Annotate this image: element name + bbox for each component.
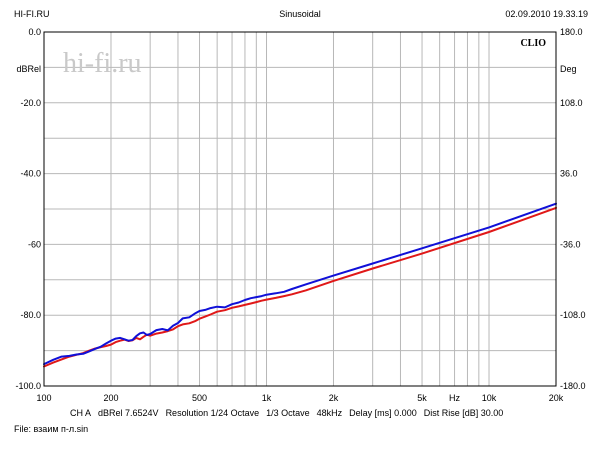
x-tick-label: 10k — [482, 393, 497, 403]
x-tick-label: 20k — [549, 393, 564, 403]
x-tick-label: 500 — [192, 393, 207, 403]
x-tick-label: 5k — [417, 393, 427, 403]
footer-delay: Delay [ms] 0.000 — [349, 408, 417, 418]
y-tick-label: -80.0 — [20, 310, 41, 320]
series-layer — [43, 202, 557, 368]
y-tick-label: -40.0 — [20, 169, 41, 179]
footer-ref: dBRel 7.6524V — [98, 408, 159, 418]
y-tick-label: -100.0 — [15, 381, 41, 391]
y2-tick-label: -36.0 — [560, 239, 581, 249]
footer-settings: CH A dBRel 7.6524V Resolution 1/24 Octave 1… — [70, 408, 510, 418]
plot-frame — [43, 31, 557, 387]
footer-channel: CH A — [70, 408, 92, 418]
axis-labels: 100 200 500 1k 2k 5k 10k 20k Hz 0.0 -20.0 -40.0 -60 -… — [15, 27, 585, 403]
footer-dist-rise: Dist Rise [dB] 30.00 — [423, 408, 504, 418]
y-tick-label: -60 — [28, 239, 41, 249]
x-tick-label: 200 — [103, 393, 118, 403]
header-timestamp: 02.09.2010 19.33.19 — [505, 9, 588, 19]
footer-resolution: Resolution 1/24 Octave — [165, 408, 260, 418]
y2-axis-label: Deg — [560, 64, 577, 74]
footer-smoothing: 1/3 Octave — [266, 408, 310, 418]
y2-tick-label: -108.0 — [560, 310, 586, 320]
y-tick-label: 0.0 — [28, 27, 41, 37]
header-left-label: HI-FI.RU — [14, 9, 50, 19]
y2-tick-label: -180.0 — [560, 381, 586, 391]
header-title: Sinusoidal — [279, 9, 321, 19]
y2-tick-label: 36.0 — [560, 169, 578, 179]
footer-rate: 48kHz — [316, 408, 343, 418]
x-tick-label: 100 — [36, 393, 51, 403]
y-axis-label: dBRel — [16, 64, 41, 74]
brand-label: CLIO — [520, 38, 546, 49]
x-tick-label: 2k — [329, 393, 339, 403]
y-tick-label: -20.0 — [20, 98, 41, 108]
y2-tick-label: 180.0 — [560, 27, 583, 37]
x-tick-label: 1k — [262, 393, 272, 403]
footer-file: File: взаим п-л.sin — [14, 424, 89, 434]
series-line-blue — [43, 202, 557, 366]
watermark-logo: hi-fi.ru — [63, 48, 142, 79]
x-axis-unit: Hz — [449, 393, 460, 403]
y2-tick-label: 108.0 — [560, 98, 583, 108]
grid — [44, 32, 556, 386]
